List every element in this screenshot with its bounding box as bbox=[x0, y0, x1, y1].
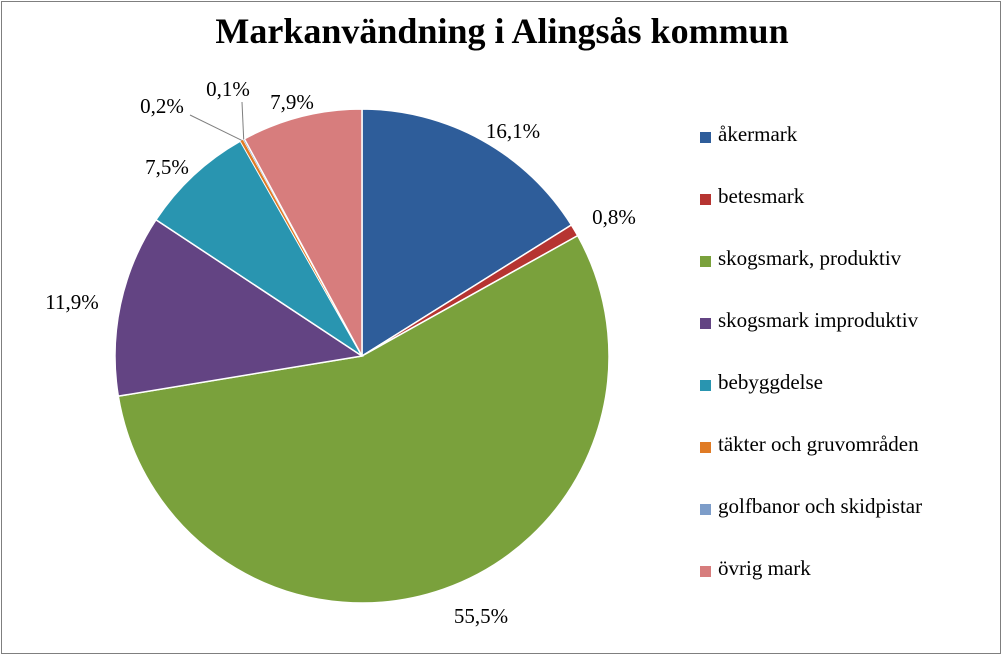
legend-label: skogsmark, produktiv bbox=[718, 246, 902, 270]
legend-label: åkermark bbox=[718, 122, 798, 146]
legend-label: täkter och gruvområden bbox=[718, 432, 919, 456]
legend-item-bebyggdelse: bebyggdelse bbox=[700, 370, 990, 432]
legend-item-skogsmark-improduktiv: skogsmark improduktiv bbox=[700, 308, 990, 370]
legend-item-takter-och-gruvomraden: täkter och gruvområden bbox=[700, 432, 990, 494]
pie-slice-akermark bbox=[361, 108, 573, 358]
legend-swatch bbox=[700, 256, 711, 267]
legend: åkermark betesmark skogsmark, produktiv sko… bbox=[700, 122, 990, 618]
pie-slice-ovrig-mark bbox=[243, 108, 363, 357]
data-label-ovrig-mark: 7,9% bbox=[270, 90, 314, 114]
legend-swatch bbox=[700, 566, 711, 577]
legend-label: betesmark bbox=[718, 184, 805, 208]
pie-slice-skogsmark-improduktiv bbox=[114, 218, 365, 398]
pie-slice-bebyggdelse bbox=[154, 140, 363, 357]
legend-swatch bbox=[700, 442, 711, 453]
legend-swatch bbox=[700, 318, 711, 329]
data-label-bebyggdelse: 7,5% bbox=[145, 155, 189, 179]
legend-swatch bbox=[700, 194, 711, 205]
legend-label: golfbanor och skidpistar bbox=[718, 494, 923, 518]
legend-swatch bbox=[700, 504, 711, 515]
data-label-takter-och-gruvomraden: 0,2% bbox=[140, 94, 184, 118]
pie-slice-skogsmark-produktiv bbox=[117, 234, 610, 604]
legend-label: bebyggdelse bbox=[718, 370, 823, 394]
legend-item-akermark: åkermark bbox=[700, 122, 990, 184]
legend-label: övrig mark bbox=[718, 556, 811, 580]
legend-label: skogsmark improduktiv bbox=[718, 308, 919, 332]
legend-item-golfbanor-och-skidpistar: golfbanor och skidpistar bbox=[700, 494, 990, 556]
legend-swatch bbox=[700, 380, 711, 391]
data-label-golfbanor-och-skidpistar: 0,1% bbox=[206, 77, 250, 101]
data-label-akermark: 16,1% bbox=[486, 119, 540, 143]
leader-line-takter-och-gruvomraden bbox=[189, 114, 242, 141]
legend-item-betesmark: betesmark bbox=[700, 184, 990, 246]
data-label-betesmark: 0,8% bbox=[592, 205, 636, 229]
leader-line-golfbanor-och-skidpistar bbox=[241, 101, 245, 140]
legend-item-skogsmark-produktiv: skogsmark, produktiv bbox=[700, 246, 990, 308]
data-label-skogsmark-improduktiv: 11,9% bbox=[45, 290, 98, 314]
chart-title: Markanvändning i Alingsås kommun bbox=[215, 11, 789, 51]
legend-swatch bbox=[700, 132, 711, 143]
legend-item-ovrig-mark: övrig mark bbox=[700, 556, 990, 618]
data-label-skogsmark-produktiv: 55,5% bbox=[454, 604, 508, 628]
